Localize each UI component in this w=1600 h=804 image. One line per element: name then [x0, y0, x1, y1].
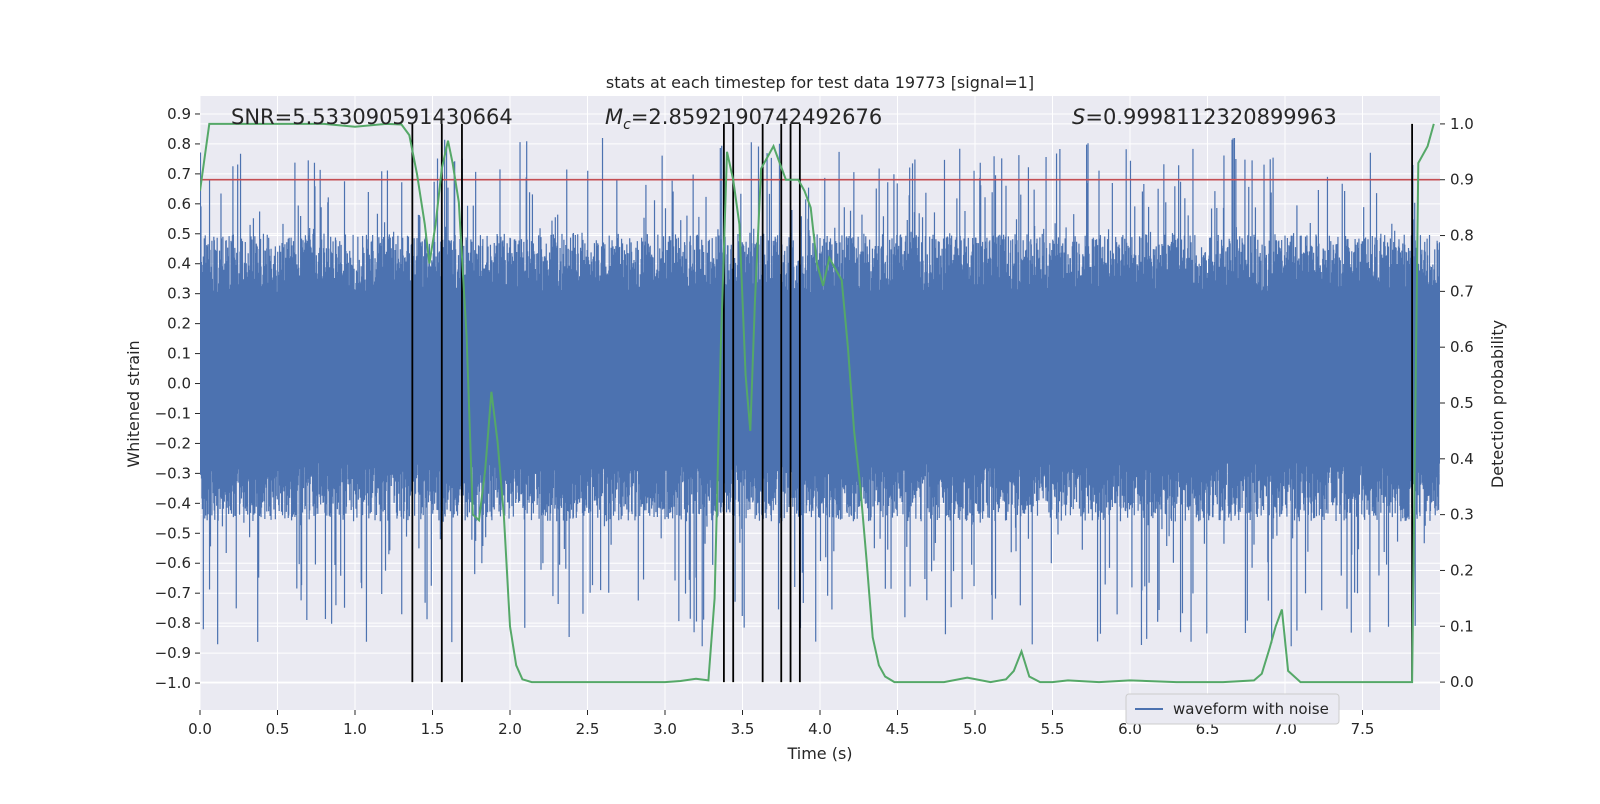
left-y-tick-label: −0.7 — [155, 584, 191, 602]
left-y-tick-label: 0.4 — [167, 255, 191, 273]
right-y-tick-label: 0.3 — [1450, 506, 1474, 524]
chirp-mass-value: =2.8592190742492676 — [631, 105, 882, 129]
x-tick-label: 4.5 — [886, 720, 910, 738]
left-y-axis-label: Whitened strain — [124, 340, 143, 467]
right-y-tick-label: 1.0 — [1450, 115, 1474, 133]
x-tick-label: 1.5 — [421, 720, 445, 738]
x-tick-label: 5.5 — [1041, 720, 1065, 738]
left-y-tick-label: 0.6 — [167, 195, 191, 213]
right-y-tick-label: 0.9 — [1450, 171, 1474, 189]
right-y-tick-label: 0.6 — [1450, 338, 1474, 356]
left-y-tick-label: 0.0 — [167, 375, 191, 393]
snr-annotation: SNR=5.533090591430664 — [231, 105, 513, 129]
s-value: =0.9998112320899963 — [1085, 105, 1336, 129]
x-tick-label: 2.5 — [576, 720, 600, 738]
left-y-tick-label: 0.3 — [167, 285, 191, 303]
chirp-mass-annotation: Mc=2.8592190742492676 — [605, 105, 882, 133]
left-y-tick-label: −0.3 — [155, 464, 191, 482]
legend-label: waveform with noise — [1173, 700, 1329, 718]
x-axis-ticks: 0.0 0.5 1.0 1.5 2.0 2.5 3.0 3.5 4.0 4.5 5.0 5.5 6.0 6… — [188, 710, 1374, 738]
waveform-trace — [200, 138, 1440, 647]
x-tick-label: 0.0 — [188, 720, 212, 738]
left-y-axis-ticks: 0.9 0.8 0.7 0.6 0.5 0.4 0.3 0.2 0.1 0.0 −0.1 −0.2 −0… — [155, 105, 200, 692]
left-y-tick-label: −0.4 — [155, 494, 191, 512]
x-axis-label: Time (s) — [786, 744, 852, 763]
s-symbol: S — [1072, 105, 1085, 129]
left-y-tick-label: 0.9 — [167, 105, 191, 123]
s-annotation: S=0.9998112320899963 — [1072, 105, 1337, 129]
left-y-tick-label: 0.5 — [167, 225, 191, 243]
left-y-tick-label: −0.2 — [155, 434, 191, 452]
left-y-tick-label: 0.8 — [167, 135, 191, 153]
right-y-tick-label: 0.5 — [1450, 394, 1474, 412]
x-tick-label: 7.5 — [1351, 720, 1375, 738]
legend-box — [1125, 693, 1340, 725]
x-tick-label: 2.0 — [498, 720, 522, 738]
right-y-tick-label: 0.7 — [1450, 282, 1474, 300]
detection-probability-line — [200, 122, 1435, 684]
left-y-tick-label: −0.8 — [155, 614, 191, 632]
right-y-tick-label: 0.2 — [1450, 561, 1474, 579]
left-y-tick-label: 0.2 — [167, 315, 191, 333]
right-y-tick-label: 0.0 — [1450, 673, 1474, 691]
left-y-tick-label: 0.7 — [167, 165, 191, 183]
chart-title: stats at each timestep for test data 197… — [606, 73, 1034, 92]
right-y-axis-ticks: 1.0 0.9 0.8 0.7 0.6 0.5 0.4 0.3 0.2 0.1 0.0 — [1440, 115, 1474, 691]
left-y-tick-label: −0.5 — [155, 524, 191, 542]
right-y-tick-label: 0.1 — [1450, 617, 1474, 635]
vertical-markers — [411, 123, 1413, 683]
left-y-tick-label: −1.0 — [155, 674, 191, 692]
right-y-axis-label: Detection probability — [1488, 320, 1507, 488]
x-tick-label: 3.5 — [731, 720, 755, 738]
left-y-tick-label: 0.1 — [167, 345, 191, 363]
right-y-tick-label: 0.4 — [1450, 450, 1474, 468]
left-y-tick-label: −0.6 — [155, 554, 191, 572]
left-y-tick-label: −0.9 — [155, 644, 191, 662]
x-tick-label: 1.0 — [343, 720, 367, 738]
x-tick-label: 3.0 — [653, 720, 677, 738]
legend: waveform with noise — [1125, 693, 1340, 725]
x-tick-label: 5.0 — [963, 720, 987, 738]
waveform-series — [200, 138, 1440, 647]
chirp-mass-symbol: M — [605, 105, 623, 129]
detection-probability-series — [200, 122, 1435, 684]
left-y-tick-label: −0.1 — [155, 404, 191, 422]
x-tick-label: 0.5 — [266, 720, 290, 738]
chirp-mass-subscript: c — [623, 117, 631, 133]
right-y-tick-label: 0.8 — [1450, 227, 1474, 245]
x-tick-label: 4.0 — [808, 720, 832, 738]
